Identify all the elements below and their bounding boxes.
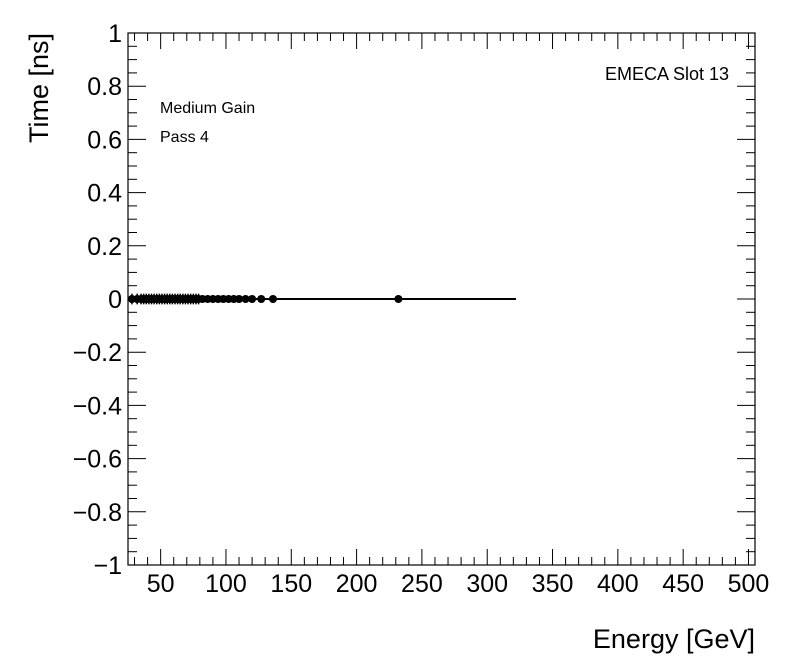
x-tick-label: 50 (147, 570, 175, 598)
annotation-slot: EMECA Slot 13 (605, 64, 729, 84)
x-tick-label: 500 (728, 570, 770, 598)
x-tick-label: 350 (532, 570, 574, 598)
y-tick-label: −1 (93, 552, 122, 580)
y-tick-label: 0.6 (87, 126, 122, 154)
tick-labels: 50 100 150 200 250 300 350 400 450 500 −1 −0.8 −0.6 −… (73, 20, 770, 598)
x-tick-label: 400 (597, 570, 639, 598)
x-tick-label: 250 (401, 570, 443, 598)
y-tick-label: 1 (108, 20, 122, 48)
y-tick-label: −0.4 (73, 392, 122, 420)
annotation-pass: Pass 4 (160, 129, 209, 146)
y-tick-label: 0.8 (87, 73, 122, 101)
x-tick-label: 450 (662, 570, 704, 598)
y-tick-label: 0.2 (87, 233, 122, 261)
y-tick-label: 0 (108, 286, 122, 314)
y-tick-label: −0.2 (73, 339, 122, 367)
y-tick-label: −0.6 (73, 446, 122, 474)
y-axis-title: Time [ns] (24, 33, 54, 143)
y-tick-label: 0.4 (87, 180, 122, 208)
x-tick-label: 200 (336, 570, 378, 598)
x-tick-label: 150 (270, 570, 312, 598)
x-axis-title: Energy [GeV] (593, 624, 755, 654)
x-tick-label: 300 (466, 570, 508, 598)
x-tick-label: 100 (205, 570, 247, 598)
annotation-medium-gain: Medium Gain (160, 100, 255, 117)
y-tick-label: −0.8 (73, 499, 122, 527)
